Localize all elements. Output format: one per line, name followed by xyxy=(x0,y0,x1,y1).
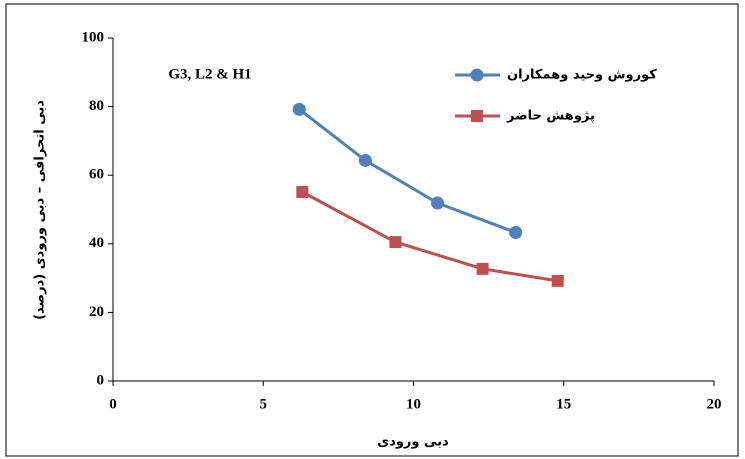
y-tick-label: 0 xyxy=(97,372,105,388)
marker xyxy=(292,102,306,116)
x-tick-label: 5 xyxy=(260,396,268,412)
legend-marker xyxy=(471,110,483,122)
marker xyxy=(358,153,372,167)
legend-label: کوروش وحید وهمکاران xyxy=(507,68,657,83)
marker xyxy=(476,262,489,275)
series-line xyxy=(298,108,517,234)
series-line xyxy=(301,190,558,283)
x-axis-label: دبی ورودی xyxy=(377,435,449,450)
y-axis-label: دبی انحرافی – دبی ورودی (درصد) xyxy=(33,100,48,320)
y-tick-label: 40 xyxy=(89,235,104,251)
x-tick-label: 0 xyxy=(109,396,117,412)
x-tick-label: 10 xyxy=(406,396,421,412)
marker xyxy=(296,186,309,199)
marker xyxy=(509,225,523,239)
y-tick-label: 20 xyxy=(89,304,104,320)
y-tick-label: 60 xyxy=(89,167,104,183)
y-tick-label: 80 xyxy=(89,98,104,114)
x-tick-label: 15 xyxy=(556,396,571,412)
y-tick-label: 100 xyxy=(82,29,105,45)
x-tick-label: 20 xyxy=(707,396,722,412)
marker xyxy=(551,274,564,287)
legend-label: پژوهش حاضر xyxy=(506,109,595,124)
legend-marker xyxy=(470,68,484,82)
marker xyxy=(431,196,445,210)
annotation: G3, L2 & H1 xyxy=(168,66,251,82)
marker xyxy=(389,236,402,249)
